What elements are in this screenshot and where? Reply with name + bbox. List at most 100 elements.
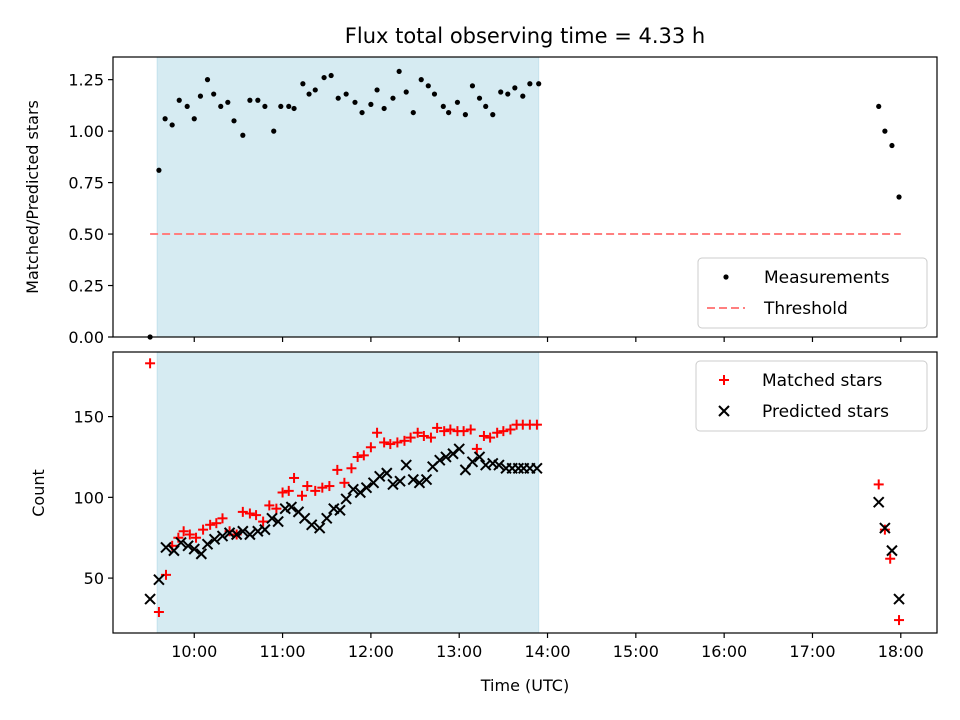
measurement-point (191, 116, 197, 122)
predicted-star-point (493, 459, 505, 471)
predicted-star-point (175, 536, 187, 549)
count-legend: Matched stars Predicted stars (695, 360, 928, 432)
predicted-star-point (216, 530, 229, 542)
measurement-point (335, 95, 341, 101)
x-tick-label: 13:00 (436, 642, 482, 661)
measurement-point (440, 103, 446, 110)
matched-star-point (379, 437, 390, 448)
x-tick-label: 16:00 (701, 642, 747, 661)
legend-label: Measurements (764, 268, 890, 288)
predicted-star-point (400, 459, 412, 471)
predicted-star-point (879, 522, 891, 534)
predicted-star-point (195, 548, 208, 560)
figure-title: Flux total observing time = 4.33 h (345, 24, 705, 48)
legend-label: Threshold (763, 299, 848, 319)
measurement-point (425, 83, 431, 89)
measurement-point (286, 103, 292, 110)
ratio-legend: Measurements Threshold (697, 257, 928, 329)
predicted-star-point (266, 512, 278, 525)
predicted-star-point (201, 538, 214, 550)
matched-star-point (310, 485, 321, 496)
predicted-star-point (321, 512, 333, 525)
measurement-point (490, 112, 496, 118)
measurement-point (483, 103, 489, 110)
predicted-star-point (394, 475, 406, 487)
legend-label: Matched stars (762, 371, 882, 391)
matched-star-point (283, 485, 294, 496)
legend-swatch (719, 375, 729, 385)
measurement-point (381, 105, 387, 112)
measurement-point (374, 87, 380, 93)
predicted-star-point (360, 481, 373, 494)
ratio-panel-frame (112, 56, 938, 338)
matched-star-point (399, 435, 410, 446)
matched-star-point (178, 526, 189, 537)
predicted-star-point (466, 456, 479, 468)
measurement-point (225, 99, 231, 105)
matched-star-point (478, 430, 489, 441)
measurement-point (469, 83, 476, 89)
predicted-star-point (144, 593, 156, 605)
matched-star-point (237, 506, 248, 517)
matched-star-point (531, 419, 542, 430)
ratio-y-axis-label: Matched/Predicted stars (23, 100, 42, 294)
measurement-point (240, 132, 246, 138)
y-tick-label: 1.25 (68, 71, 104, 90)
matched-star-point (498, 426, 509, 437)
matched-star-point (885, 553, 896, 564)
y-tick-label: 0.50 (68, 225, 104, 244)
measurement-point (321, 74, 327, 81)
measurement-point (446, 109, 452, 116)
measurement-point (410, 109, 416, 116)
matched-star-point (352, 451, 363, 462)
measurement-point (527, 81, 533, 87)
matched-star-point (191, 532, 202, 543)
measurement-point (876, 103, 882, 110)
matched-star-point (264, 500, 275, 511)
x-tick-label: 15:00 (613, 642, 659, 661)
matched-star-point (211, 518, 222, 529)
matched-star-point (492, 427, 503, 438)
predicted-star-point (413, 477, 426, 489)
predicted-star-point (531, 462, 543, 474)
matched-star-point (332, 464, 343, 475)
measurement-point (184, 103, 190, 110)
predicted-star-point (244, 528, 256, 541)
y-tick-label: 1.00 (68, 122, 104, 141)
matched-star-point (412, 427, 423, 438)
predicted-star-point (306, 519, 318, 531)
measurement-point (328, 72, 334, 79)
count-y-axis-label: Count (29, 469, 48, 517)
matched-star-point (217, 513, 228, 524)
measurement-point (352, 99, 358, 105)
measurement-point (343, 91, 349, 97)
ratio-panel: 0.00 0.25 0.50 0.75 1.00 1.25 Matched/Predict… (23, 56, 938, 347)
matched-star-point (879, 524, 890, 535)
measurement-point (231, 118, 237, 124)
y-tick-label: 150 (73, 408, 104, 427)
x-tick-label: 12:00 (348, 642, 394, 661)
measurement-point (431, 91, 438, 97)
measurement-point (505, 91, 511, 97)
measurement-point (278, 103, 284, 110)
x-tick-label: 18:00 (878, 642, 924, 661)
predicted-star-point (313, 522, 326, 534)
predicted-star-point (453, 443, 465, 455)
predicted-star-point (208, 533, 221, 546)
measurement-point (218, 103, 224, 110)
legend-frame (697, 257, 928, 329)
predicted-star-point (387, 478, 399, 491)
legend-swatch (723, 274, 729, 280)
predicted-star-point (259, 523, 271, 536)
measurement-point (882, 128, 888, 134)
matched-star-point (346, 463, 357, 474)
matched-star-point (296, 490, 307, 501)
predicted-star-point (347, 483, 359, 495)
measurement-point (255, 97, 261, 103)
predicted-star-point (886, 544, 898, 557)
measurement-point (403, 89, 409, 95)
predicted-star-point (434, 454, 446, 466)
measurement-point (271, 128, 277, 134)
predicted-star-point (188, 543, 200, 555)
